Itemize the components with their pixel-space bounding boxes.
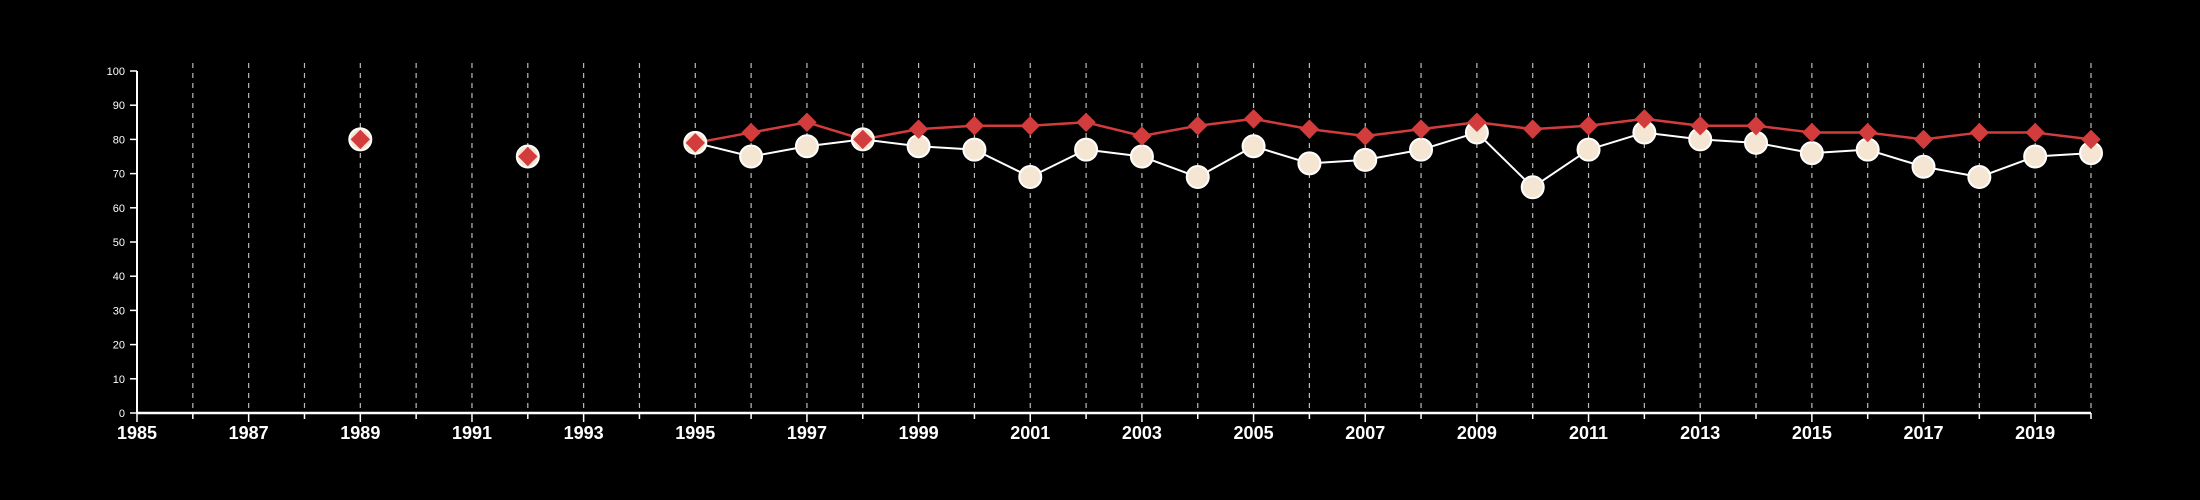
series-diamond-segment <box>2035 131 2092 141</box>
circle-marker <box>1241 134 1266 159</box>
diamond-marker <box>1802 122 1822 143</box>
series-diamond-segment <box>1141 124 1198 138</box>
series-diamond-segment <box>1923 131 1980 141</box>
series-diamond-segment <box>1253 117 1310 131</box>
x-tick-label: 2019 <box>2015 423 2055 443</box>
circle-marker <box>1297 151 1322 176</box>
series-diamond-segment <box>1309 127 1366 138</box>
y-tick-label: 30 <box>113 305 125 317</box>
x-tick-label: 1991 <box>452 423 492 443</box>
x-tick-label: 1993 <box>564 423 604 443</box>
diamond-marker <box>1523 119 1543 139</box>
diamond-marker <box>1969 122 1990 143</box>
series-diamond-segment <box>750 121 808 134</box>
series-diamond-segment <box>1476 121 1533 131</box>
x-tick-label: 2009 <box>1457 423 1497 443</box>
x-tick-label: 2005 <box>1234 423 1274 443</box>
diamond-marker <box>1076 112 1096 133</box>
y-tick-label: 70 <box>113 169 125 181</box>
circle-marker <box>1185 165 1210 190</box>
circle-marker <box>1018 165 1043 190</box>
series-diamond-segment <box>918 124 975 131</box>
circle-marker <box>1353 147 1378 172</box>
circle-marker <box>2023 144 2048 169</box>
diamond-marker <box>853 129 873 150</box>
diamond-marker <box>1411 119 1431 139</box>
series-diamond-segment <box>1588 117 1645 127</box>
y-tick-label: 10 <box>113 374 125 386</box>
series-diamond-segment <box>1420 121 1478 131</box>
diamond-marker <box>1578 116 1599 136</box>
circle-marker <box>1074 137 1099 162</box>
x-tick-label: 2001 <box>1010 423 1050 443</box>
diamond-marker <box>1746 116 1766 136</box>
diamond-marker <box>685 133 705 153</box>
diamond-marker <box>1020 116 1040 136</box>
series-diamond-segment <box>1197 117 1254 127</box>
y-tick-label: 80 <box>113 134 125 146</box>
x-tick-label: 1997 <box>787 423 827 443</box>
x-tick-label: 2011 <box>1569 423 1608 443</box>
circle-marker <box>794 134 819 159</box>
x-tick-label: 1985 <box>117 423 157 443</box>
gridlines <box>192 63 2092 413</box>
x-tick-label: 1989 <box>340 423 380 443</box>
diamond-marker <box>1188 116 1208 136</box>
axes: 0 10 20 30 40 50 60 70 80 90 100 1985 1987 1989 1991 19… <box>107 66 2092 443</box>
circle-marker <box>1911 154 1936 179</box>
circle-marker <box>1520 175 1545 200</box>
diamond-marker <box>1467 112 1487 133</box>
y-tick-label: 100 <box>107 66 125 78</box>
diamond-marker <box>1913 129 1934 150</box>
series-diamond-segment <box>1755 124 1813 134</box>
diamond-marker <box>2081 129 2101 150</box>
series-diamond-segment <box>1085 121 1143 138</box>
series-diamond-segment <box>1030 121 1087 127</box>
y-tick-label: 90 <box>113 100 125 112</box>
y-tick-label: 60 <box>113 203 125 215</box>
y-tick-label: 20 <box>113 340 125 352</box>
diamond-marker <box>1132 126 1152 146</box>
y-tick-label: 50 <box>113 237 125 249</box>
diamond-marker <box>350 129 371 150</box>
circle-marker <box>1409 137 1434 162</box>
series-diamond-segment <box>1365 127 1422 138</box>
x-tick-label: 2007 <box>1345 423 1385 443</box>
circle-marker <box>1129 144 1154 169</box>
series-diamond-segment <box>1644 117 1701 127</box>
series <box>348 109 2103 200</box>
x-tick-label: 2013 <box>1680 423 1720 443</box>
diamond-marker <box>1355 126 1375 146</box>
series-diamond-segment <box>1532 124 1589 131</box>
diamond-marker <box>908 119 929 139</box>
circle-marker <box>739 144 764 169</box>
circle-marker <box>1576 137 1601 162</box>
y-tick-label: 40 <box>113 271 125 283</box>
diamond-marker <box>1634 109 1655 129</box>
circle-marker <box>1967 165 1992 190</box>
x-tick-label: 1987 <box>229 423 269 443</box>
diamond-marker <box>1299 119 1320 139</box>
x-tick-label: 2017 <box>1903 423 1943 443</box>
diamond-marker <box>1243 109 1264 129</box>
y-tick-label: 0 <box>119 408 125 420</box>
diamond-marker <box>2025 122 2045 143</box>
circle-marker <box>962 137 987 162</box>
x-tick-label: 1999 <box>899 423 939 443</box>
diamond-marker <box>964 116 985 136</box>
diamond-marker <box>1690 116 1710 136</box>
circle-marker <box>1799 141 1824 166</box>
x-tick-label: 1995 <box>675 423 715 443</box>
x-tick-label: 2015 <box>1792 423 1832 443</box>
diamond-marker <box>1857 122 1878 143</box>
series-circle-segment <box>1476 131 1534 188</box>
diamond-marker <box>518 146 538 167</box>
series-diamond-segment <box>1867 131 1924 141</box>
diamond-marker <box>797 112 817 133</box>
diamond-marker <box>741 122 761 143</box>
x-tick-label: 2003 <box>1122 423 1162 443</box>
